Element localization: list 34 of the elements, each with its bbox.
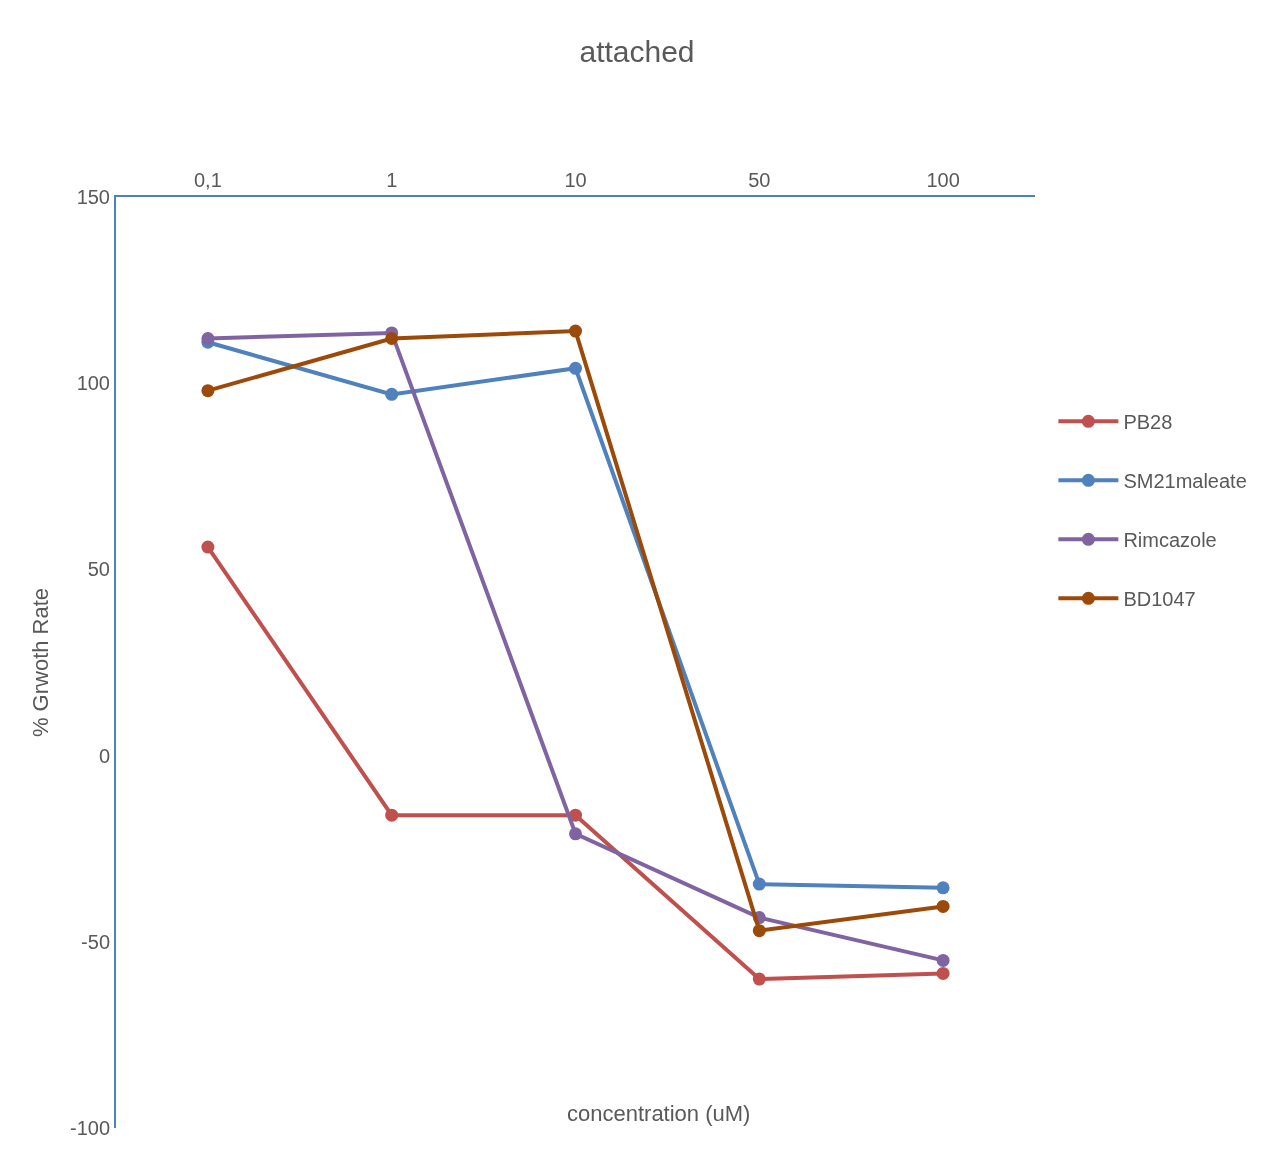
y-axis-title: % Grwoth Rate [28, 587, 54, 738]
point [936, 881, 950, 895]
legend-label: SM21maleate [1123, 470, 1247, 493]
point [752, 972, 766, 986]
point [201, 332, 215, 345]
x-tick-label: 1 [386, 169, 398, 191]
point [569, 324, 582, 338]
y-tick-label: 150 [76, 186, 110, 208]
y-tick-label: -100 [69, 1117, 110, 1139]
legend-label: BD1047 [1123, 588, 1196, 611]
point [385, 332, 399, 345]
point [752, 877, 766, 891]
point [569, 827, 582, 841]
point [936, 966, 950, 980]
point [201, 384, 215, 398]
x-tick-label: 10 [564, 169, 587, 191]
point [201, 540, 215, 554]
point [752, 924, 766, 938]
point [936, 953, 950, 967]
x-tick-label: 0,1 [193, 169, 222, 191]
legend-label: PB28 [1123, 411, 1173, 434]
y-tick-label: 100 [76, 372, 110, 395]
point [936, 899, 950, 913]
y-tick-label: -50 [81, 930, 110, 953]
y-tick-label: 0 [98, 744, 110, 767]
chart-title: attached [579, 35, 695, 69]
point [385, 387, 399, 401]
legend-label: Rimcazole [1123, 529, 1217, 552]
x-axis-title: concentration (uM) [567, 1101, 751, 1126]
point [569, 361, 582, 375]
x-tick-label: 50 [748, 169, 771, 191]
point [385, 808, 399, 822]
y-tick-label: 50 [87, 558, 110, 581]
x-tick-label: 100 [926, 169, 960, 191]
